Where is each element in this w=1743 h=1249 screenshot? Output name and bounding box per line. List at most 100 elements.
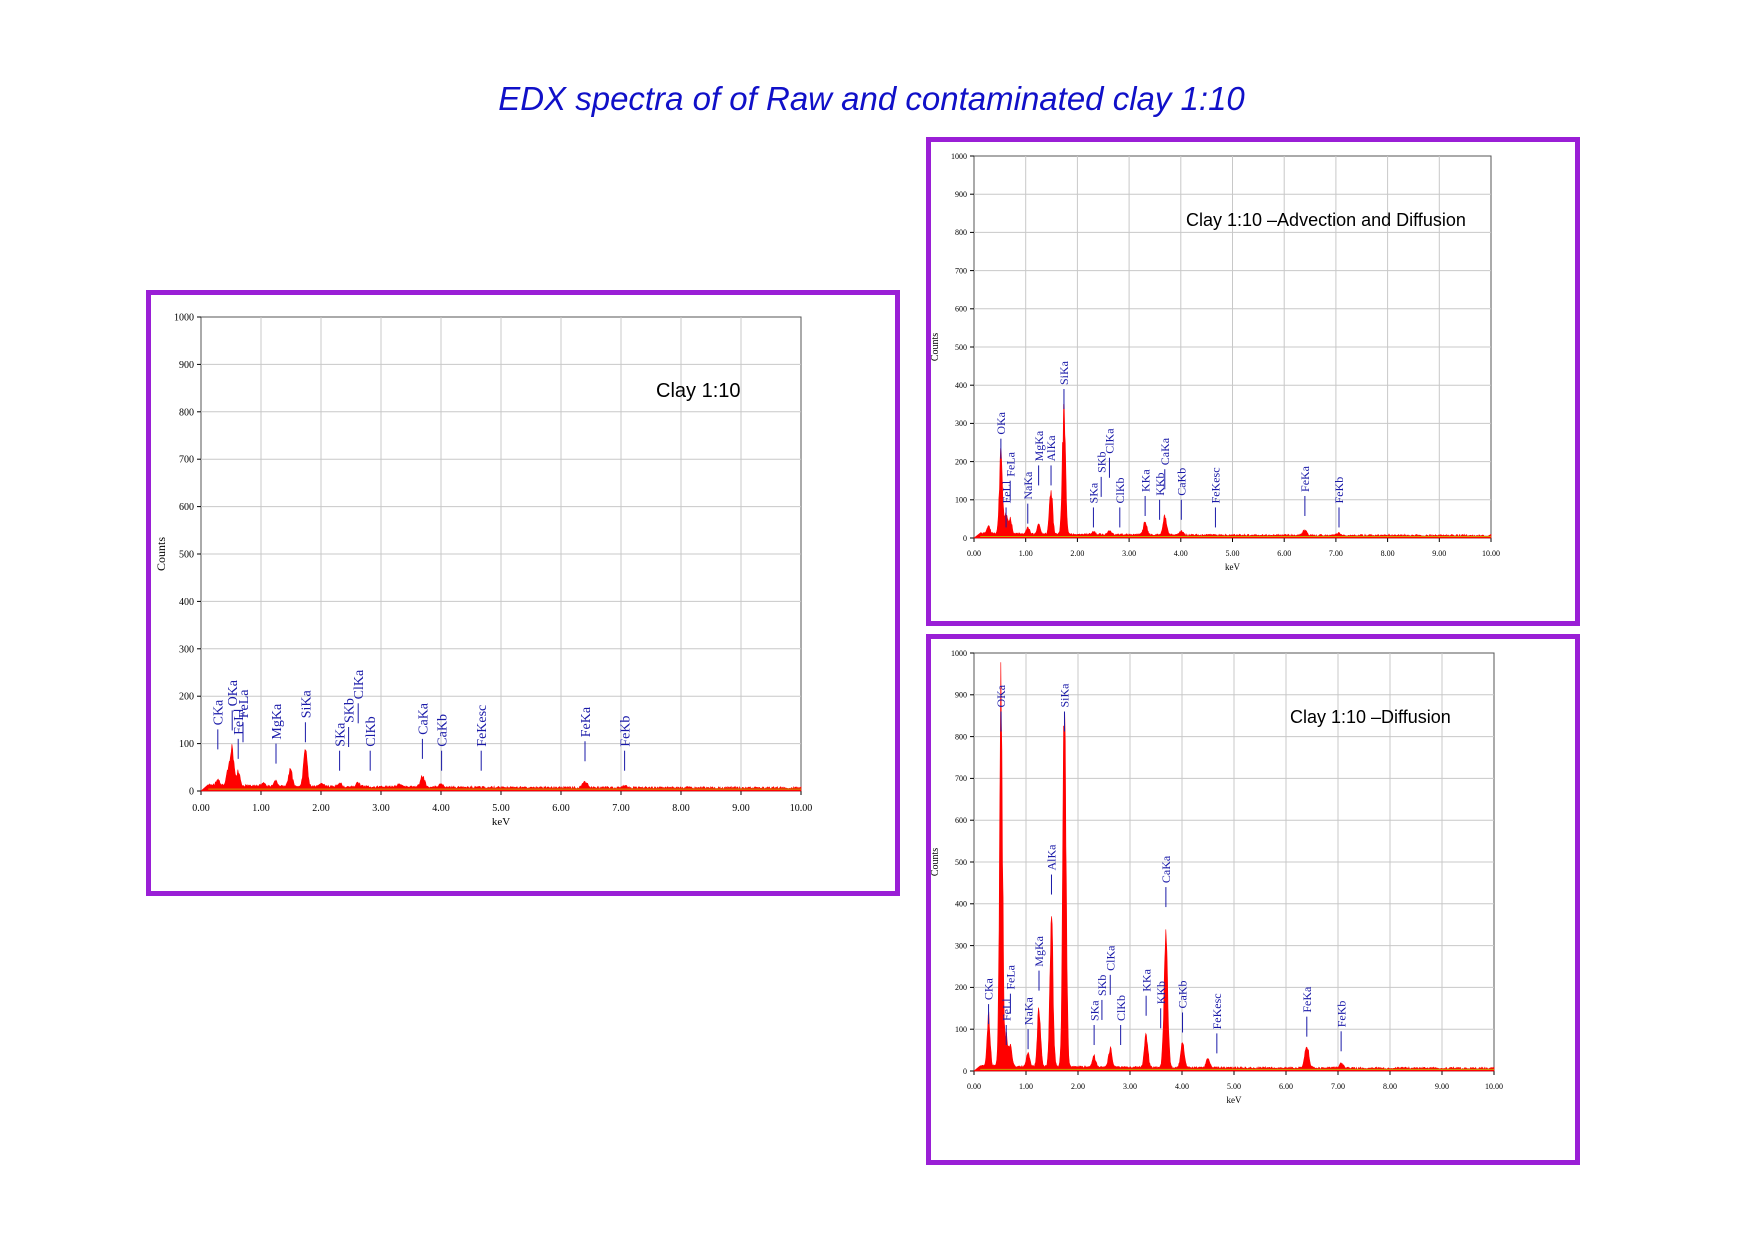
peak-label: FeKa — [1300, 986, 1314, 1013]
peak-label: NaKa — [1021, 471, 1035, 500]
spectrum-trace — [973, 403, 1492, 539]
y-tick-label: 500 — [179, 550, 194, 561]
peak-label: ClKb — [364, 716, 379, 746]
y-axis-label: Counts — [931, 848, 941, 876]
peak-label: FeKa — [579, 706, 594, 737]
peak-label: MgKa — [270, 703, 285, 740]
peak-label: KKa — [1138, 469, 1152, 492]
y-tick-label: 600 — [955, 305, 967, 314]
y-tick-label: 800 — [179, 407, 194, 418]
y-tick-label: 200 — [179, 692, 194, 703]
sample-label: Clay 1:10 — [656, 380, 741, 402]
peak-label: NaKa — [1021, 997, 1035, 1026]
x-tick-label: 10.00 — [1482, 549, 1500, 558]
peak-label: CaKa — [1158, 437, 1172, 465]
x-tick-label: 2.00 — [1070, 549, 1084, 558]
peak-label: FeKb — [1334, 1001, 1348, 1028]
x-tick-label: 3.00 — [372, 803, 390, 814]
y-tick-label: 300 — [955, 941, 967, 950]
peak-label: OKa — [994, 411, 1008, 434]
y-tick-label: 200 — [955, 457, 967, 466]
peak-label: SiKa — [299, 689, 314, 718]
y-tick-label: 1000 — [951, 152, 967, 161]
y-axis-label: Counts — [154, 537, 168, 571]
peak-label: CaKb — [436, 714, 451, 747]
x-tick-label: 7.00 — [1331, 1082, 1345, 1091]
y-tick-label: 400 — [955, 381, 967, 390]
y-tick-label: 600 — [955, 816, 967, 825]
x-axis-label: keV — [1225, 562, 1240, 572]
peak-label: FeLa — [1003, 451, 1017, 476]
x-tick-label: 9.00 — [732, 803, 750, 814]
spectrum-panel-diffusion: 0.00 1.00 2.00 3.00 4.00 5.00 6.00 7.00 8.00 9.00… — [926, 634, 1580, 1165]
x-tick-label: 0.00 — [192, 803, 210, 814]
sample-label: Clay 1:10 –Advection and Diffusion — [1186, 210, 1466, 230]
peak-label: FeLa — [1004, 964, 1018, 989]
peak-label: SKb — [1094, 452, 1108, 473]
x-tick-label: 4.00 — [1174, 549, 1188, 558]
peak-label: SKa — [1087, 1000, 1101, 1021]
peak-label: ClKb — [1114, 995, 1128, 1021]
x-tick-label: 8.00 — [672, 803, 690, 814]
y-tick-label: 100 — [955, 496, 967, 505]
x-tick-label: 3.00 — [1123, 1082, 1137, 1091]
y-tick-label: 1000 — [174, 313, 194, 324]
peak-label: KKb — [1153, 472, 1167, 495]
x-tick-label: 5.00 — [1226, 549, 1240, 558]
x-tick-label: 1.00 — [1019, 549, 1033, 558]
x-tick-label: 10.00 — [1485, 1082, 1503, 1091]
x-axis-label: keV — [492, 816, 510, 828]
y-tick-label: 500 — [955, 343, 967, 352]
y-tick-label: 1000 — [951, 649, 967, 658]
spectrum-panel-raw: 0.00 1.00 2.00 3.00 4.00 5.00 6.00 7.00 8.00 9.00… — [146, 290, 900, 896]
peak-label: MgKa — [1032, 935, 1046, 966]
x-tick-label: 8.00 — [1381, 549, 1395, 558]
y-tick-label: 600 — [179, 502, 194, 513]
peak-label: SiKa — [1058, 683, 1072, 708]
peak-label: OKa — [994, 684, 1008, 707]
peak-label: FeLa — [237, 689, 252, 719]
peak-label: CaKa — [1159, 855, 1173, 883]
spectrum-trace — [973, 662, 1495, 1072]
spectrum-chart-raw: 0.00 1.00 2.00 3.00 4.00 5.00 6.00 7.00 8.00 9.00… — [154, 313, 813, 829]
y-tick-label: 0 — [963, 534, 967, 543]
peak-label: ClKa — [1103, 428, 1117, 454]
peak-label: CKa — [212, 699, 227, 725]
peak-label: FeKesc — [475, 705, 490, 747]
peak-label: ClKa — [352, 669, 367, 699]
x-tick-label: 7.00 — [612, 803, 630, 814]
x-tick-label: 0.00 — [967, 549, 981, 558]
y-tick-label: 700 — [955, 266, 967, 275]
peak-label: CaKb — [1175, 468, 1189, 496]
y-tick-label: 500 — [955, 858, 967, 867]
peak-label: FeKb — [1332, 477, 1346, 504]
peak-label: SKb — [1095, 975, 1109, 996]
peak-label: CaKa — [416, 702, 431, 735]
y-tick-label: 800 — [955, 732, 967, 741]
y-tick-label: 700 — [955, 774, 967, 783]
peak-label: SKb — [343, 698, 358, 723]
x-tick-label: 10.00 — [790, 803, 813, 814]
x-tick-label: 2.00 — [1071, 1082, 1085, 1091]
x-tick-label: 6.00 — [1279, 1082, 1293, 1091]
peak-label: AlKa — [1044, 435, 1058, 462]
peak-label: FeKesc — [1209, 467, 1223, 503]
x-tick-label: 6.00 — [552, 803, 570, 814]
peak-label: CKa — [982, 977, 996, 1000]
peak-label: FeKa — [1298, 465, 1312, 492]
y-tick-label: 700 — [179, 455, 194, 466]
x-axis-label: keV — [1227, 1095, 1242, 1105]
x-tick-label: 1.00 — [1019, 1082, 1033, 1091]
x-tick-label: 9.00 — [1432, 549, 1446, 558]
peak-label: SKa — [1087, 482, 1101, 503]
peak-label: MgKa — [1032, 430, 1046, 461]
sample-label: Clay 1:10 –Diffusion — [1290, 707, 1451, 727]
y-tick-label: 800 — [955, 228, 967, 237]
peak-label: ClKb — [1113, 477, 1127, 503]
y-tick-label: 900 — [955, 190, 967, 199]
peak-label: ClKa — [1103, 945, 1117, 971]
peak-label: FeKesc — [1210, 993, 1224, 1029]
peak-label: CaKb — [1176, 980, 1190, 1008]
spectrum-panel-advection-diffusion: 0.00 1.00 2.00 3.00 4.00 5.00 6.00 7.00 8.00 9.00… — [926, 137, 1580, 626]
x-tick-label: 5.00 — [1227, 1082, 1241, 1091]
